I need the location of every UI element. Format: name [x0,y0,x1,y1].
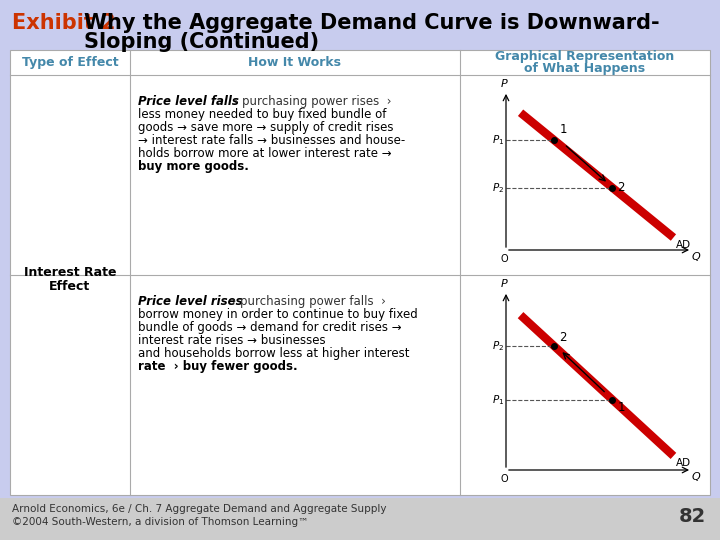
Text: $P_2$: $P_2$ [492,181,504,194]
Text: AD: AD [675,240,690,249]
Text: › purchasing power falls  ›: › purchasing power falls › [224,295,386,308]
Text: Exhibit 2: Exhibit 2 [12,13,116,33]
Text: goods → save more → supply of credit rises: goods → save more → supply of credit ris… [138,121,394,134]
Text: $P_2$: $P_2$ [492,339,504,353]
Text: Q: Q [692,472,701,482]
Bar [0,498,720,540]
Text: holds borrow more at lower interest rate →: holds borrow more at lower interest rate… [138,147,392,160]
Text: Type of Effect: Type of Effect [22,56,118,69]
Text: interest rate rises → businesses: interest rate rises → businesses [138,334,325,347]
Bar [10,50,710,495]
Text: P: P [500,279,508,289]
Text: 1: 1 [617,401,625,414]
Text: AD: AD [675,458,690,468]
Text: P: P [500,79,508,89]
Text: Price level falls: Price level falls [138,95,239,108]
Text: Arnold Economics, 6e / Ch. 7 Aggregate Demand and Aggregate Supply: Arnold Economics, 6e / Ch. 7 Aggregate D… [12,504,387,514]
Text: How It Works: How It Works [248,56,341,69]
Text: Q: Q [692,252,701,262]
Text: Interest Rate: Interest Rate [24,267,116,280]
Text: buy more goods.: buy more goods. [138,160,249,173]
Text: less money needed to buy fixed bundle of: less money needed to buy fixed bundle of [138,108,387,121]
Text: 2: 2 [617,181,625,194]
Text: rate  › buy fewer goods.: rate › buy fewer goods. [138,360,297,373]
Text: › purchasing power rises  ›: › purchasing power rises › [226,95,392,108]
Text: and households borrow less at higher interest: and households borrow less at higher int… [138,347,410,360]
Text: Sloping (Continued): Sloping (Continued) [84,32,319,52]
Text: $P_1$: $P_1$ [492,133,504,147]
Text: Price level rises: Price level rises [138,295,243,308]
Text: O: O [500,254,508,264]
Text: borrow money in order to continue to buy fixed: borrow money in order to continue to buy… [138,308,418,321]
Text: 82: 82 [679,507,706,525]
Text: → interest rate falls → businesses and house-: → interest rate falls → businesses and h… [138,134,405,147]
Text: bundle of goods → demand for credit rises →: bundle of goods → demand for credit rise… [138,321,402,334]
Text: O: O [500,474,508,484]
Text: ©2004 South-Western, a division of Thomson Learning™: ©2004 South-Western, a division of Thoms… [12,517,308,527]
Text: 1: 1 [559,123,567,136]
Text: of What Happens: of What Happens [524,62,646,75]
Text: Graphical Representation: Graphical Representation [495,50,675,63]
Text: 2: 2 [559,331,567,344]
Text: Effect: Effect [50,280,91,294]
Text: $P_1$: $P_1$ [492,393,504,407]
Text: Why the Aggregate Demand Curve is Downward-: Why the Aggregate Demand Curve is Downwa… [84,13,660,33]
